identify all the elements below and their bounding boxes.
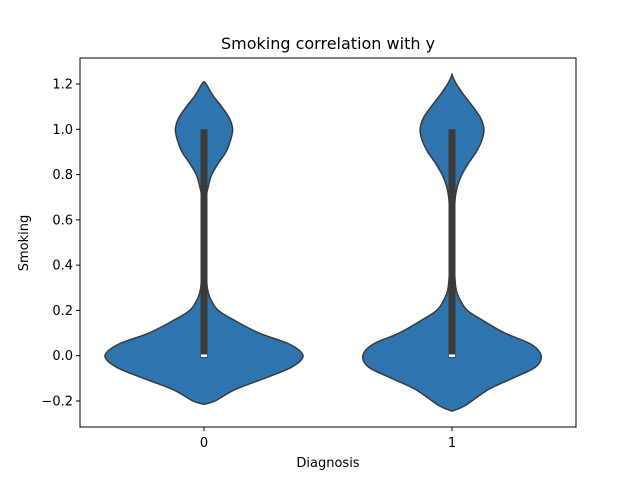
violin-median-0 (201, 354, 207, 357)
y-tick-label: 0.6 (52, 213, 73, 228)
violin-median-1 (449, 354, 455, 357)
violins-group (104, 73, 543, 412)
y-tick-label: 0.0 (52, 349, 73, 364)
violin-iqr-box-0 (200, 129, 208, 358)
y-tick-label: 0.4 (52, 259, 73, 274)
plot-frame (79, 57, 577, 428)
x-tick-label: 0 (200, 436, 208, 451)
y-axis: −0.2 0.0 0.2 0.4 0.6 0.8 1.0 1.2 (41, 78, 80, 409)
y-tick-label: 0.2 (52, 304, 73, 319)
x-tick-label: 1 (448, 436, 456, 451)
y-tick-label: −0.2 (41, 394, 73, 409)
violin-iqr-box-1 (448, 129, 456, 358)
y-tick-label: 0.8 (52, 168, 73, 183)
chart-title: Smoking correlation with y (221, 34, 435, 53)
y-axis-label: Smoking (17, 215, 32, 272)
y-tick-label: 1.2 (52, 78, 73, 93)
x-axis-label: Diagnosis (296, 456, 359, 471)
y-tick-label: 1.0 (52, 123, 73, 138)
